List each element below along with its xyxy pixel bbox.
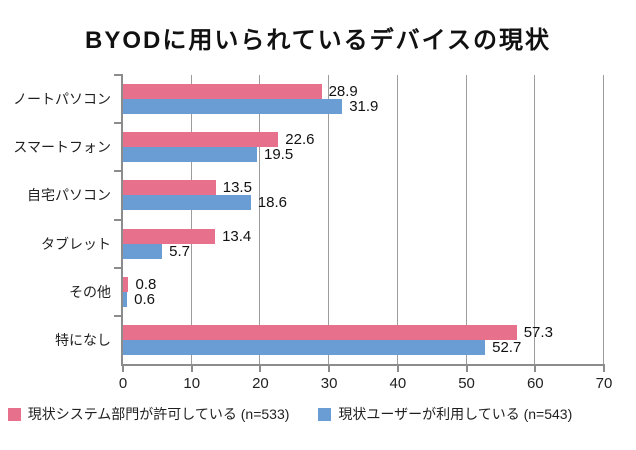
x-axis-label: 10 (183, 375, 201, 392)
x-axis-label: 40 (389, 375, 407, 392)
gridline (534, 75, 536, 364)
x-axis-tick (328, 364, 331, 372)
bar-system-permitted (123, 276, 129, 292)
value-label: 0.6 (134, 290, 155, 308)
x-axis-tick (603, 364, 605, 372)
value-label: 22.6 (285, 131, 315, 149)
value-label: 28.9 (328, 83, 358, 101)
value-label: 31.9 (349, 98, 379, 116)
gridline (328, 75, 330, 364)
y-axis-tick (114, 74, 123, 76)
gridline (190, 75, 192, 364)
bar-system-permitted (123, 132, 279, 148)
y-axis-tick (114, 266, 123, 269)
bar-user-using (123, 99, 343, 115)
bar-user-using (123, 339, 486, 355)
bar-user-using (123, 195, 251, 211)
y-axis-tick (114, 218, 123, 221)
value-label: 18.6 (257, 194, 287, 212)
bar-system-permitted (123, 84, 322, 100)
y-axis-tick (114, 314, 123, 317)
y-axis-tick (114, 170, 123, 173)
x-axis-label: 50 (458, 375, 475, 392)
value-label: 19.5 (263, 146, 294, 164)
gridline (603, 75, 604, 364)
x-axis-tick (534, 364, 537, 372)
x-axis-label: 30 (320, 375, 338, 392)
chart-title: BYODに用いられているデバイスの現状 (85, 27, 551, 54)
x-axis-tick (465, 364, 468, 372)
x-axis-label: 0 (118, 375, 128, 392)
legend: 現状システム部門が許可している (n=533) 現状ユーザーが利用している (n… (0, 404, 608, 424)
value-label: 13.4 (222, 227, 252, 245)
plot-area: 0 10 20 30 40 50 60 70 ノートパソコン 28.9 31.9 スマートフォン 22.… (13, 74, 612, 392)
x-axis-tick (190, 364, 193, 372)
legend-item-user-using: 現状ユーザーが利用している (n=543) (318, 404, 572, 424)
x-axis-tick (259, 364, 262, 372)
value-label: 57.3 (523, 323, 553, 341)
category-label: 特になし (55, 331, 111, 348)
category-label: 自宅パソコン (27, 187, 111, 204)
value-label: 5.7 (169, 242, 191, 260)
gridline (465, 75, 467, 364)
legend-swatch-blue (318, 407, 332, 421)
legend-label-user-using: 現状ユーザーが利用している (n=543) (338, 406, 573, 422)
x-axis-tick (396, 364, 399, 372)
x-axis-tick (122, 364, 124, 372)
bar-system-permitted (123, 180, 216, 196)
x-axis-label: 60 (526, 375, 544, 392)
bar-system-permitted (123, 324, 517, 340)
y-axis-tick (114, 122, 123, 125)
value-label: 0.8 (135, 275, 157, 293)
category-label: ノートパソコン (13, 91, 111, 108)
legend-item-system-permitted: 現状システム部門が許可している (n=533) (7, 404, 290, 424)
bar-user-using (123, 291, 128, 307)
legend-swatch-pink (7, 407, 21, 421)
category-label: タブレット (41, 235, 111, 252)
category-label: その他 (69, 283, 111, 300)
gridline (396, 75, 398, 364)
value-label: 52.7 (492, 338, 522, 356)
category-label: スマートフォン (13, 139, 111, 156)
x-axis-label: 20 (252, 375, 269, 392)
bar-user-using (123, 243, 163, 259)
value-label: 13.5 (222, 179, 252, 197)
legend-label-system-permitted: 現状システム部門が許可している (n=533) (27, 406, 290, 422)
x-axis-label: 70 (595, 375, 613, 392)
gridline (259, 75, 261, 364)
bar-user-using (123, 147, 257, 163)
bar-system-permitted (123, 228, 216, 244)
